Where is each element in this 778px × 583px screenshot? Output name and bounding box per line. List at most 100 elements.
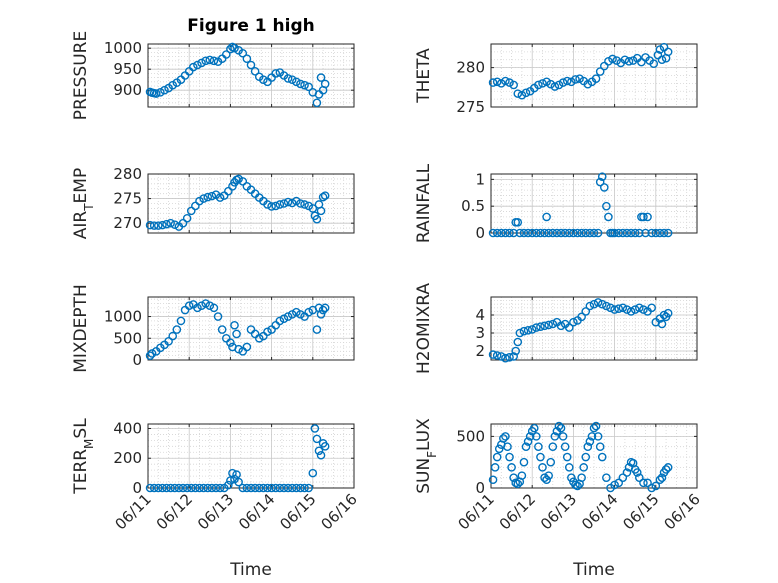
data-point bbox=[521, 442, 531, 452]
data-point bbox=[560, 442, 570, 452]
data-point bbox=[509, 228, 518, 238]
data-point bbox=[552, 228, 562, 238]
data-point bbox=[626, 228, 636, 238]
x-tick-label: 06/16 bbox=[661, 490, 704, 533]
data-point bbox=[659, 228, 669, 238]
y-tick-label: 275 bbox=[456, 98, 485, 116]
data-point bbox=[509, 473, 518, 482]
figure-title: Figure 1 high bbox=[187, 16, 315, 36]
data-point bbox=[254, 483, 264, 493]
data-point bbox=[191, 201, 200, 211]
y-tick-label: 0 bbox=[475, 224, 485, 242]
data-point bbox=[275, 316, 285, 326]
data-point bbox=[310, 424, 320, 433]
data-point bbox=[193, 60, 202, 70]
data-point bbox=[567, 77, 576, 87]
y-tick-label: 3 bbox=[475, 324, 485, 342]
data-point bbox=[583, 79, 593, 89]
data-point bbox=[287, 198, 297, 208]
series-markers bbox=[145, 424, 330, 493]
data-point bbox=[168, 331, 178, 341]
data-point bbox=[320, 191, 330, 200]
data-point bbox=[292, 483, 301, 493]
y-tick-label: 280 bbox=[113, 165, 142, 183]
data-point bbox=[263, 327, 272, 337]
data-point bbox=[492, 228, 502, 238]
data-point bbox=[610, 480, 619, 490]
data-point bbox=[655, 228, 665, 238]
data-point bbox=[651, 481, 661, 491]
data-point bbox=[651, 228, 661, 238]
data-point bbox=[170, 220, 180, 229]
data-point bbox=[622, 228, 632, 238]
data-point bbox=[250, 329, 260, 339]
data-point bbox=[153, 483, 163, 493]
data-point bbox=[186, 206, 196, 216]
x-tick-label: 06/15 bbox=[276, 490, 319, 533]
data-point bbox=[267, 202, 276, 211]
data-point bbox=[238, 48, 248, 58]
data-point bbox=[505, 228, 514, 238]
series-markers bbox=[488, 298, 673, 363]
data-point bbox=[312, 98, 322, 108]
data-point bbox=[573, 228, 582, 238]
data-point bbox=[271, 201, 281, 211]
data-point bbox=[320, 303, 330, 313]
data-point bbox=[548, 319, 558, 329]
data-point bbox=[618, 228, 628, 238]
y-tick-label: 0 bbox=[132, 351, 142, 369]
data-point bbox=[602, 201, 611, 211]
minor-grid bbox=[148, 424, 354, 489]
data-point bbox=[292, 307, 301, 317]
data-point bbox=[626, 307, 636, 316]
data-point bbox=[511, 346, 521, 356]
data-point bbox=[536, 322, 545, 332]
data-point bbox=[316, 73, 326, 82]
data-point bbox=[595, 177, 605, 187]
data-point bbox=[314, 446, 324, 456]
data-point bbox=[199, 483, 208, 493]
data-point bbox=[209, 56, 219, 66]
axes-box bbox=[490, 43, 698, 108]
data-point bbox=[546, 457, 556, 467]
data-point bbox=[513, 337, 523, 347]
data-point bbox=[158, 220, 167, 230]
data-point bbox=[612, 56, 621, 65]
subplot-terr_msl: 0200400TERRMSL06/1106/1206/1306/1406/150… bbox=[71, 418, 361, 534]
data-point bbox=[583, 442, 593, 452]
data-point bbox=[610, 305, 619, 314]
data-point bbox=[635, 303, 644, 313]
data-point bbox=[158, 483, 167, 493]
data-point bbox=[153, 221, 163, 230]
data-point bbox=[569, 317, 578, 327]
data-point bbox=[593, 432, 603, 441]
data-point bbox=[180, 71, 190, 80]
data-point bbox=[151, 89, 161, 98]
data-point bbox=[300, 483, 309, 493]
data-point bbox=[639, 305, 648, 314]
data-point bbox=[205, 55, 215, 65]
data-point bbox=[226, 44, 235, 54]
data-point bbox=[205, 301, 215, 310]
data-point bbox=[232, 329, 241, 339]
y-tick-label: 0.5 bbox=[461, 197, 485, 215]
series-markers bbox=[488, 172, 673, 238]
y-tick-label: 0 bbox=[475, 479, 485, 497]
data-point bbox=[550, 432, 560, 441]
data-point bbox=[519, 326, 529, 336]
data-point bbox=[614, 478, 624, 488]
data-point bbox=[238, 177, 248, 186]
x-tick-label: 06/13 bbox=[537, 490, 580, 533]
data-point bbox=[207, 483, 217, 493]
x-tick-label: 06/13 bbox=[194, 490, 237, 533]
y-tick-label: 2 bbox=[475, 342, 485, 360]
data-point bbox=[250, 483, 260, 493]
x-axis-label-left: Time bbox=[229, 560, 272, 580]
data-point bbox=[604, 57, 613, 66]
data-point bbox=[283, 483, 293, 493]
data-point bbox=[492, 351, 502, 360]
data-point bbox=[250, 67, 260, 76]
data-point bbox=[618, 473, 628, 482]
y-tick-label: 500 bbox=[456, 427, 485, 445]
y-tick-label: 4 bbox=[475, 306, 485, 324]
